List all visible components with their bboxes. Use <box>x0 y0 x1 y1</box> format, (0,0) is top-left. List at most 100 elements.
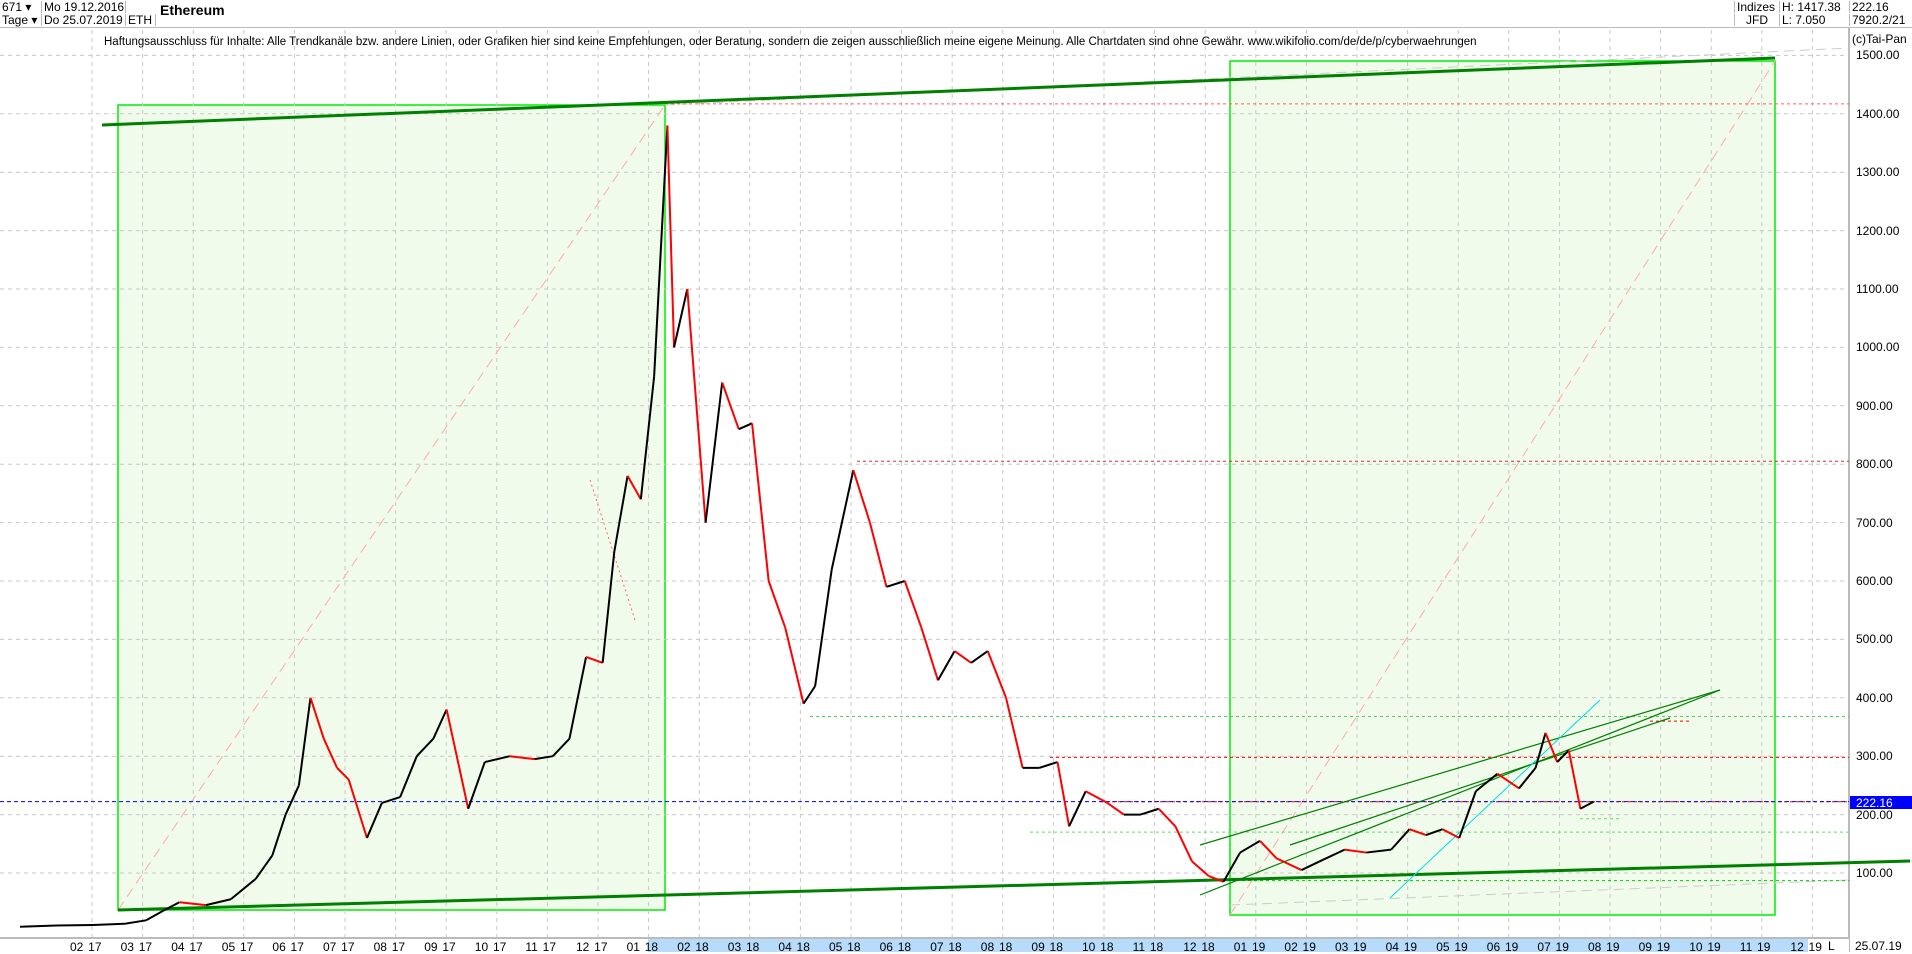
price-segment <box>309 697 325 739</box>
x-tick-label: 12 18 <box>1183 940 1215 954</box>
price-segment <box>666 125 676 348</box>
price-segment <box>1140 807 1160 816</box>
cyan-trendline <box>1389 699 1601 899</box>
price-segment <box>297 697 312 786</box>
price-segment <box>445 709 470 809</box>
x-tick-label: 09 17 <box>424 940 456 954</box>
price-segment <box>145 910 164 922</box>
y-tick-label: 500.00 <box>1856 632 1893 647</box>
y-tick-label: 200.00 <box>1856 807 1893 822</box>
price-segment <box>467 761 486 810</box>
x-tick-label: 04 19 <box>1385 940 1418 954</box>
x-tick-label: 12 19 <box>1790 940 1822 954</box>
price-segment <box>271 814 287 856</box>
y-tick-label: 400.00 <box>1856 690 1893 705</box>
y-tick-label: 800.00 <box>1856 457 1893 472</box>
current-price-label: 222.16 <box>1850 795 1912 810</box>
x-tick-label: 12 17 <box>576 940 608 954</box>
price-segment <box>1158 808 1177 827</box>
price-segment <box>1276 857 1302 871</box>
price-segment <box>509 755 535 761</box>
price-segment <box>1556 749 1570 763</box>
price-segment <box>1442 828 1460 839</box>
log-scale-marker[interactable]: L <box>1828 939 1835 953</box>
axis-highlight-band <box>648 939 1808 952</box>
price-segment <box>552 737 571 757</box>
symbol: ETH <box>126 14 156 26</box>
price-segment <box>1567 750 1582 809</box>
box-diagonal-1 <box>117 104 666 911</box>
price-segment <box>381 796 401 804</box>
x-tick-label: 10 18 <box>1082 940 1114 954</box>
price-segment <box>1344 848 1367 854</box>
price-segment <box>416 737 435 757</box>
price-segment <box>954 650 972 664</box>
y-tick-label: 600.00 <box>1856 574 1893 588</box>
price-segment <box>673 288 689 348</box>
start-date[interactable]: Mo 19.12.2016 <box>44 0 126 14</box>
x-axis[interactable]: 02 17 03 17 04 17 05 17 06 17 07 17 08 17 09 17… <box>0 937 1849 954</box>
x-tick-label: 03 17 <box>120 940 153 954</box>
y-tick-label: 1100.00 <box>1856 282 1899 296</box>
interval-select[interactable]: Tage ▾ <box>0 14 42 26</box>
chart-title: Ethereum <box>160 2 225 18</box>
price-segment <box>162 901 180 912</box>
price-segment <box>568 656 588 739</box>
price-segment <box>1106 802 1125 816</box>
price-segment <box>432 709 448 740</box>
price-segment <box>1208 874 1224 883</box>
gray-dashed-bottom <box>1229 879 1850 906</box>
price-segment <box>852 469 871 523</box>
price-segment <box>1038 761 1058 769</box>
price-segment <box>1301 860 1321 871</box>
price-segment <box>1259 840 1278 860</box>
price-segment <box>738 422 753 431</box>
price-segment <box>1458 790 1477 839</box>
price-segment <box>1174 825 1193 862</box>
y-tick-label: 700.00 <box>1856 515 1893 530</box>
price-segment <box>1239 840 1261 854</box>
price-segment <box>802 685 816 705</box>
y-tick-label: 1300.00 <box>1856 165 1900 180</box>
low-value: L: 7.050 <box>1780 14 1850 26</box>
price-segment <box>322 738 338 769</box>
price-segment <box>19 924 57 928</box>
trendline-upper <box>101 56 1776 127</box>
price-segment <box>626 475 642 500</box>
x-tick-label: 03 18 <box>727 940 760 954</box>
price-segment <box>1085 790 1108 804</box>
disclaimer-text: Haftungsausschluss für Inhalte: Alle Tre… <box>104 36 1477 48</box>
price-segment <box>721 382 740 430</box>
x-tick-label: 04 17 <box>171 940 203 954</box>
box-diagonal-2 <box>1229 60 1776 916</box>
price-segment <box>1409 828 1427 836</box>
x-tick-label: 07 18 <box>930 940 962 954</box>
end-date[interactable]: Do 25.07.2019 <box>42 14 126 26</box>
y-tick-label: 900.00 <box>1856 398 1893 413</box>
y-tick-label: 1400.00 <box>1856 106 1900 121</box>
y-tick-label: 1200.00 <box>1856 223 1900 238</box>
price-segment <box>284 784 300 816</box>
x-tick-label: 05 17 <box>221 940 254 954</box>
y-tick-label: 100.00 <box>1856 866 1893 880</box>
y-tick-label: 1000.00 <box>1856 340 1900 355</box>
channel-lower <box>1199 689 1721 896</box>
chart-header: 671 ▾ Tage ▾ Mo 19.12.2016 Do 25.07.2019… <box>0 0 1912 28</box>
price-segment <box>937 650 956 681</box>
y-tick-label: 1500.00 <box>1856 48 1900 63</box>
last-date: 25.07.19 <box>1855 939 1902 953</box>
price-segment <box>179 901 207 907</box>
price-segment <box>830 469 855 570</box>
price-segment <box>1068 790 1087 827</box>
x-tick-label: 11 17 <box>525 940 556 954</box>
x-tick-label: 05 18 <box>829 940 861 954</box>
x-tick-label: 02 17 <box>70 940 102 954</box>
bars-count-select[interactable]: 671 ▾ <box>0 1 42 13</box>
x-tick-label: 02 19 <box>1284 940 1316 954</box>
price-segment <box>56 923 94 927</box>
price-segment <box>399 755 418 798</box>
high-value: H: 1417.38 <box>1780 1 1850 13</box>
price-segment <box>1425 828 1443 836</box>
x-tick-label: 08 18 <box>980 940 1013 954</box>
